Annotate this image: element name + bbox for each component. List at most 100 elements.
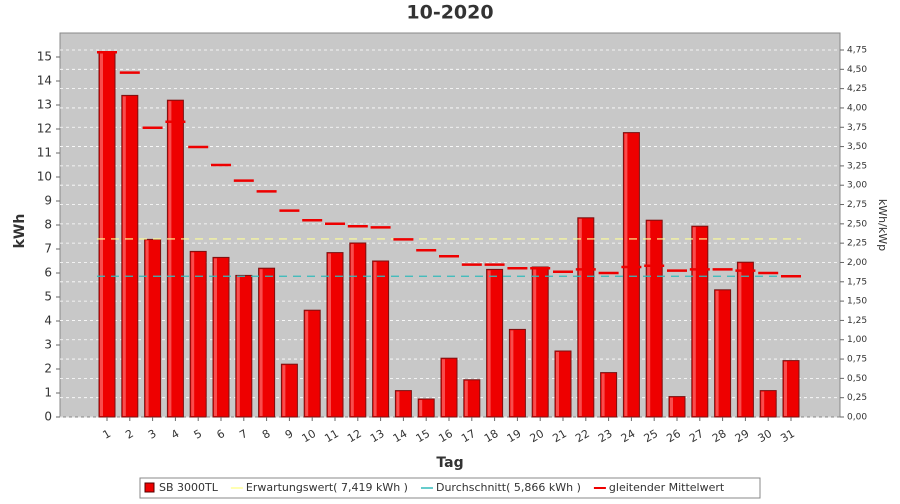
x-tick-label: 20 xyxy=(528,427,547,445)
x-tick-label: 3 xyxy=(146,427,159,442)
x-tick-label: 11 xyxy=(322,427,341,445)
x-tick-label: 28 xyxy=(710,427,729,445)
bar-highlight xyxy=(168,101,172,416)
bar-highlight xyxy=(556,352,559,416)
x-tick-label: 21 xyxy=(550,427,569,445)
y2-tick-label: 1,50 xyxy=(847,297,867,307)
y2-tick-label: 2,25 xyxy=(847,239,867,249)
legend-label: Durchschnitt( 5,866 kWh ) xyxy=(436,481,581,494)
y-tick-label: 4 xyxy=(44,314,52,328)
y-tick-label: 14 xyxy=(37,74,52,88)
y-tick-label: 11 xyxy=(37,146,52,160)
x-tick-label: 31 xyxy=(778,427,797,445)
bar-highlight xyxy=(350,244,354,416)
bar-highlight xyxy=(328,253,331,416)
y2-tick-label: 4,00 xyxy=(847,103,867,113)
y2-tick-label: 2,75 xyxy=(847,200,867,210)
y-tick-label: 1 xyxy=(44,386,52,400)
bar-highlight xyxy=(578,218,582,416)
x-tick-label: 29 xyxy=(733,427,752,445)
y-tick-label: 13 xyxy=(37,98,52,112)
y-tick-label: 2 xyxy=(44,362,52,376)
y2-tick-label: 0,25 xyxy=(847,393,867,403)
bar-highlight xyxy=(419,400,423,416)
bar-highlight xyxy=(122,96,126,417)
x-tick-label: 26 xyxy=(664,427,683,445)
y2-tick-label: 0,50 xyxy=(847,374,867,384)
bar-highlight xyxy=(692,227,696,416)
y2-tick-label: 0,75 xyxy=(847,355,867,365)
y-tick-label: 5 xyxy=(44,290,52,304)
x-tick-label: 6 xyxy=(214,427,227,442)
x-tick-label: 5 xyxy=(192,427,205,442)
y2-tick-label: 1,25 xyxy=(847,316,867,326)
y2-tick-label: 2,50 xyxy=(847,219,867,229)
legend-swatch xyxy=(144,482,155,493)
bar-highlight xyxy=(738,263,742,416)
y-tick-label: 7 xyxy=(44,242,52,256)
x-tick-label: 9 xyxy=(283,427,296,442)
x-tick-label: 23 xyxy=(596,427,615,445)
x-tick-label: 22 xyxy=(573,427,592,445)
bar-highlight xyxy=(191,252,195,416)
x-tick-label: 19 xyxy=(505,427,524,445)
bar-highlight xyxy=(601,373,605,416)
bar-highlight xyxy=(259,269,263,416)
y2-tick-label: 4,25 xyxy=(847,84,867,94)
legend-label: gleitender Mittelwert xyxy=(609,481,725,494)
bar-highlight xyxy=(396,391,400,416)
x-tick-label: 10 xyxy=(300,427,319,445)
y-tick-label: 0 xyxy=(44,410,52,424)
y2-axis-title: kWh/kWp xyxy=(876,199,889,251)
bar-highlight xyxy=(236,276,240,416)
y2-tick-label: 3,50 xyxy=(847,142,867,152)
x-tick-label: 27 xyxy=(687,427,706,445)
y2-tick-label: 3,00 xyxy=(847,181,867,191)
x-tick-label: 2 xyxy=(123,427,136,442)
bar-highlight xyxy=(784,361,787,416)
x-tick-label: 16 xyxy=(436,427,455,445)
bar-highlight xyxy=(624,133,628,416)
legend xyxy=(139,477,761,499)
legend-label: SB 3000TL xyxy=(159,481,219,494)
x-tick-label: 4 xyxy=(169,427,182,442)
x-tick-label: 25 xyxy=(642,427,661,445)
bar-highlight xyxy=(145,240,149,416)
y2-tick-label: 3,75 xyxy=(847,123,867,133)
y2-tick-label: 1,00 xyxy=(847,335,867,345)
y-tick-label: 3 xyxy=(44,338,52,352)
x-tick-label: 18 xyxy=(482,427,501,445)
x-tick-label: 17 xyxy=(459,427,478,445)
bar-highlight xyxy=(510,330,514,416)
y-tick-label: 8 xyxy=(44,218,52,232)
bar-highlight xyxy=(442,359,445,416)
x-tick-label: 30 xyxy=(756,427,775,445)
bar-highlight xyxy=(487,270,491,416)
bar-highlight xyxy=(715,290,719,416)
bar-highlight xyxy=(282,365,286,416)
y2-tick-label: 4,50 xyxy=(847,65,867,75)
y-tick-label: 6 xyxy=(44,266,52,280)
bar-highlight xyxy=(214,258,217,416)
legend-label: Erwartungswert( 7,419 kWh ) xyxy=(246,481,408,494)
x-tick-label: 7 xyxy=(237,427,250,442)
x-tick-label: 13 xyxy=(368,427,387,445)
y-tick-label: 9 xyxy=(44,194,52,208)
y-tick-label: 15 xyxy=(37,50,52,64)
x-tick-label: 24 xyxy=(619,427,638,445)
x-tick-label: 8 xyxy=(260,427,273,442)
x-tick-label: 15 xyxy=(414,427,433,445)
y2-tick-label: 1,75 xyxy=(847,277,867,287)
x-axis-title: Tag xyxy=(436,455,463,471)
bar-highlight xyxy=(647,221,651,416)
y2-tick-label: 0,00 xyxy=(847,413,867,423)
chart-title: 10-2020 xyxy=(406,2,493,24)
x-tick-label: 14 xyxy=(391,427,410,445)
bar-highlight xyxy=(464,380,468,416)
y2-tick-label: 2,00 xyxy=(847,258,867,268)
bar-highlight xyxy=(373,262,377,416)
y2-tick-label: 3,25 xyxy=(847,161,867,171)
bar-highlight xyxy=(761,391,765,416)
bar-highlight xyxy=(533,268,537,416)
